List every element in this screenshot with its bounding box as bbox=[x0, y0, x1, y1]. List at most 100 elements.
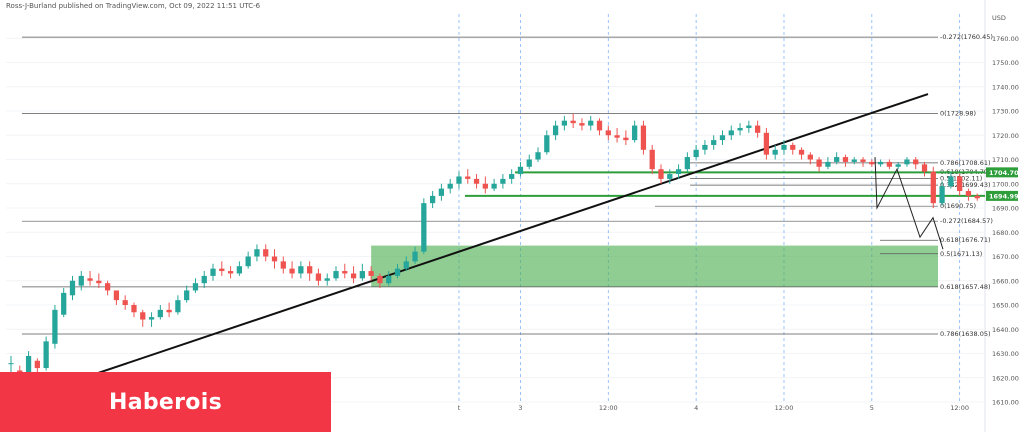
candle bbox=[359, 263, 365, 281]
candle-body bbox=[96, 280, 102, 284]
price-tick-label: 1740.00 bbox=[992, 83, 1019, 91]
attribution-text: Ross-J-Burland published on TradingView.… bbox=[6, 2, 261, 10]
candle-body bbox=[34, 360, 40, 369]
currency-label: USD bbox=[992, 14, 1006, 22]
price-axis: USD 1610.00 1620.00 1630.00 1640.00 1650.00 16… bbox=[986, 14, 1019, 407]
candle bbox=[289, 261, 295, 279]
fib-level-label: -0.272(1684.57) bbox=[940, 217, 993, 225]
candle-body bbox=[965, 191, 972, 196]
candle-body bbox=[596, 120, 603, 131]
candle bbox=[614, 127, 620, 143]
candle bbox=[605, 125, 611, 141]
candle-body bbox=[298, 266, 304, 274]
price-tick-label: 1650.00 bbox=[992, 302, 1019, 310]
price-tick-label: 1710.00 bbox=[992, 156, 1019, 164]
candle-body bbox=[675, 169, 682, 175]
candle-body bbox=[763, 132, 770, 155]
candle-body bbox=[245, 256, 251, 267]
candle bbox=[412, 246, 418, 264]
candle-body bbox=[561, 120, 568, 126]
candle-body bbox=[289, 268, 295, 274]
candle bbox=[342, 263, 348, 279]
candle bbox=[632, 120, 638, 143]
candle-body bbox=[271, 256, 278, 262]
candle-body bbox=[860, 159, 866, 162]
candle-body bbox=[957, 176, 963, 192]
price-tick-label: 1750.00 bbox=[992, 59, 1019, 67]
candle-body bbox=[781, 144, 787, 150]
candle bbox=[588, 115, 594, 131]
candle-body bbox=[921, 164, 928, 172]
candle-body bbox=[227, 271, 234, 274]
price-tick-label: 1610.00 bbox=[992, 399, 1019, 407]
candle bbox=[394, 263, 401, 279]
candle-body bbox=[386, 275, 392, 284]
fib-level-label: 0(1690.75) bbox=[940, 202, 976, 210]
candle-body bbox=[368, 271, 374, 276]
candle bbox=[684, 152, 690, 172]
fib-level-label: 0.786(1708.61) bbox=[940, 159, 991, 167]
candle-body bbox=[25, 355, 32, 376]
candle-body bbox=[61, 292, 67, 315]
candle bbox=[201, 271, 207, 289]
candle bbox=[482, 176, 488, 194]
time-tick-label: 4 bbox=[694, 404, 698, 412]
time-tick-label: 12:00 bbox=[775, 404, 794, 412]
candle-body bbox=[702, 144, 708, 150]
candle-body bbox=[236, 266, 243, 274]
fib-level-label: 0.618(1657.48) bbox=[940, 283, 991, 291]
candle-body bbox=[122, 300, 128, 305]
candle-body bbox=[904, 159, 910, 165]
candle-body bbox=[429, 195, 436, 204]
candle-body bbox=[913, 159, 919, 165]
candle bbox=[131, 302, 137, 318]
candle bbox=[728, 125, 734, 141]
candle bbox=[921, 161, 928, 177]
candle-body bbox=[869, 161, 875, 165]
candle bbox=[754, 120, 761, 138]
candle-body bbox=[192, 283, 199, 291]
candle-body bbox=[219, 268, 225, 272]
candle-body bbox=[403, 261, 409, 269]
candle-body bbox=[825, 161, 831, 167]
fib-level-label: 0(1728.98) bbox=[940, 109, 976, 117]
price-tag-label: 1694.99 bbox=[989, 192, 1019, 200]
candle-body bbox=[324, 278, 330, 281]
candle bbox=[509, 169, 515, 184]
candle bbox=[219, 261, 225, 276]
candle-body bbox=[465, 176, 471, 179]
candle-body bbox=[658, 169, 664, 179]
time-tick-label: 5 bbox=[870, 404, 874, 412]
candle-body bbox=[649, 149, 655, 170]
candle-body bbox=[667, 174, 673, 179]
candle bbox=[816, 157, 822, 172]
candle bbox=[957, 174, 963, 196]
candle bbox=[491, 178, 497, 192]
fib-level-label: -0.272(1760.45) bbox=[940, 33, 993, 41]
candle-body bbox=[605, 130, 611, 136]
price-tick-label: 1620.00 bbox=[992, 374, 1019, 382]
fib-level-label: 0.618(1676.71) bbox=[940, 236, 991, 244]
price-tick-label: 1630.00 bbox=[992, 350, 1019, 358]
candle-body bbox=[377, 275, 383, 284]
candle bbox=[711, 135, 717, 150]
candle bbox=[61, 288, 67, 318]
candle bbox=[184, 285, 190, 303]
candle bbox=[69, 275, 76, 301]
price-tick-label: 1730.00 bbox=[992, 108, 1019, 116]
candle-body bbox=[438, 188, 445, 196]
candle bbox=[552, 120, 559, 141]
candle bbox=[693, 144, 699, 160]
candle bbox=[473, 174, 480, 189]
candle bbox=[236, 261, 243, 276]
candle-body bbox=[280, 261, 286, 269]
candle bbox=[368, 266, 374, 281]
fib-level-label: 0.5(1671.13) bbox=[940, 250, 982, 258]
candle bbox=[939, 181, 945, 206]
time-tick-label: t bbox=[458, 404, 461, 412]
candle bbox=[658, 164, 664, 184]
candle-body bbox=[263, 249, 269, 257]
candle bbox=[719, 130, 726, 145]
candle-body bbox=[359, 271, 365, 279]
